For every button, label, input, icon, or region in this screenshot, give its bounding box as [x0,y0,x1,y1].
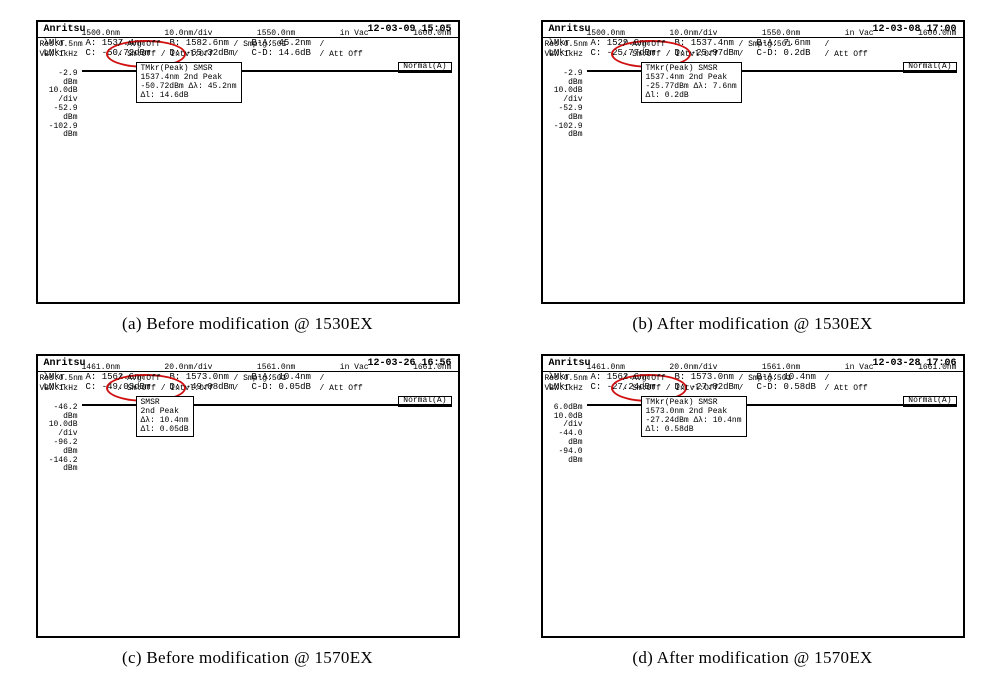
footer-row-1: Res:0.5nm / Avg:Off / Smplg:501 / [545,41,961,50]
footer-row-1: Res:0.5nm / Avg:Off / Smplg:501 / [545,375,961,384]
osa-display: Anritsu 12-03-28 17:06 λMkrLMkr A: 1562.… [541,354,965,638]
brand-label: Anritsu [44,358,86,369]
mode-box: Normal(A) [398,396,451,407]
osa-display: Anritsu 12-03-08 17:00 λMkrLMkr A: 1529.… [541,20,965,304]
panel-caption: (d) After modification @ 1570EX [632,648,872,668]
panel-b: Anritsu 12-03-08 17:00 λMkrLMkr A: 1529.… [525,20,980,334]
brand-label: Anritsu [549,24,591,35]
osa-display: Anritsu 12-03-09 15:05 λMkrLMkr A: 1537.… [36,20,460,304]
panel-grid: Anritsu 12-03-09 15:05 λMkrLMkr A: 1537.… [20,20,980,668]
x-axis-labels: 1461.0nm 20.0nm/div 1561.0nm in Vac 1661… [82,364,452,374]
panel-a: Anritsu 12-03-09 15:05 λMkrLMkr A: 1537.… [20,20,475,334]
peak-info-box: TMkr(Peak) SMSR 1537.4nm 2nd Peak -50.72… [136,62,242,103]
peak-info-box: TMkr(Peak) SMSR 1573.0nm 2nd Peak -27.24… [641,396,747,437]
x-axis-labels: 1461.0nm 20.0nm/div 1561.0nm in Vac 1661… [587,364,957,374]
osa-display: Anritsu 12-03-26 16:56 λMkrLMkr A: 1562.… [36,354,460,638]
x-axis-labels: 1500.0nm 10.0nm/div 1550.0nm in Vac 1600… [587,30,957,40]
footer-row-2: VBW:1kHz / Sm:Off / Intvl:Off / / Att Of… [545,51,961,60]
footer-row-1: Res:0.5nm / Avg:Off / Smplg:501 / [40,41,456,50]
x-axis-labels: 1500.0nm 10.0nm/div 1550.0nm in Vac 1600… [82,30,452,40]
mode-box: Normal(A) [903,396,956,407]
brand-label: Anritsu [549,358,591,369]
mode-box: Normal(A) [398,62,451,73]
peak-info-box: TMkr(Peak) SMSR 1537.4nm 2nd Peak -25.77… [641,62,742,103]
peak-info-box: SMSR 2nd Peak Δλ: 10.4nm Δl: 0.05dB [136,396,194,437]
footer-row-2: VBW:1kHz / Sm:Off / Intvl:Off / / Att Of… [545,385,961,394]
panel-c: Anritsu 12-03-26 16:56 λMkrLMkr A: 1562.… [20,354,475,668]
panel-caption: (b) After modification @ 1530EX [632,314,872,334]
footer-row-1: Res:0.5nm / Avg:Off / Smplg:501 / [40,375,456,384]
brand-label: Anritsu [44,24,86,35]
panel-caption: (a) Before modification @ 1530EX [122,314,373,334]
footer-row-2: VBW:1kHz / Sm:Off / Intvl:Off / / Att Of… [40,51,456,60]
mode-box: Normal(A) [903,62,956,73]
footer-row-2: VBW:1kHz / Sm:Off / Intvl:Off / / Att Of… [40,385,456,394]
panel-caption: (c) Before modification @ 1570EX [122,648,373,668]
panel-d: Anritsu 12-03-28 17:06 λMkrLMkr A: 1562.… [525,354,980,668]
